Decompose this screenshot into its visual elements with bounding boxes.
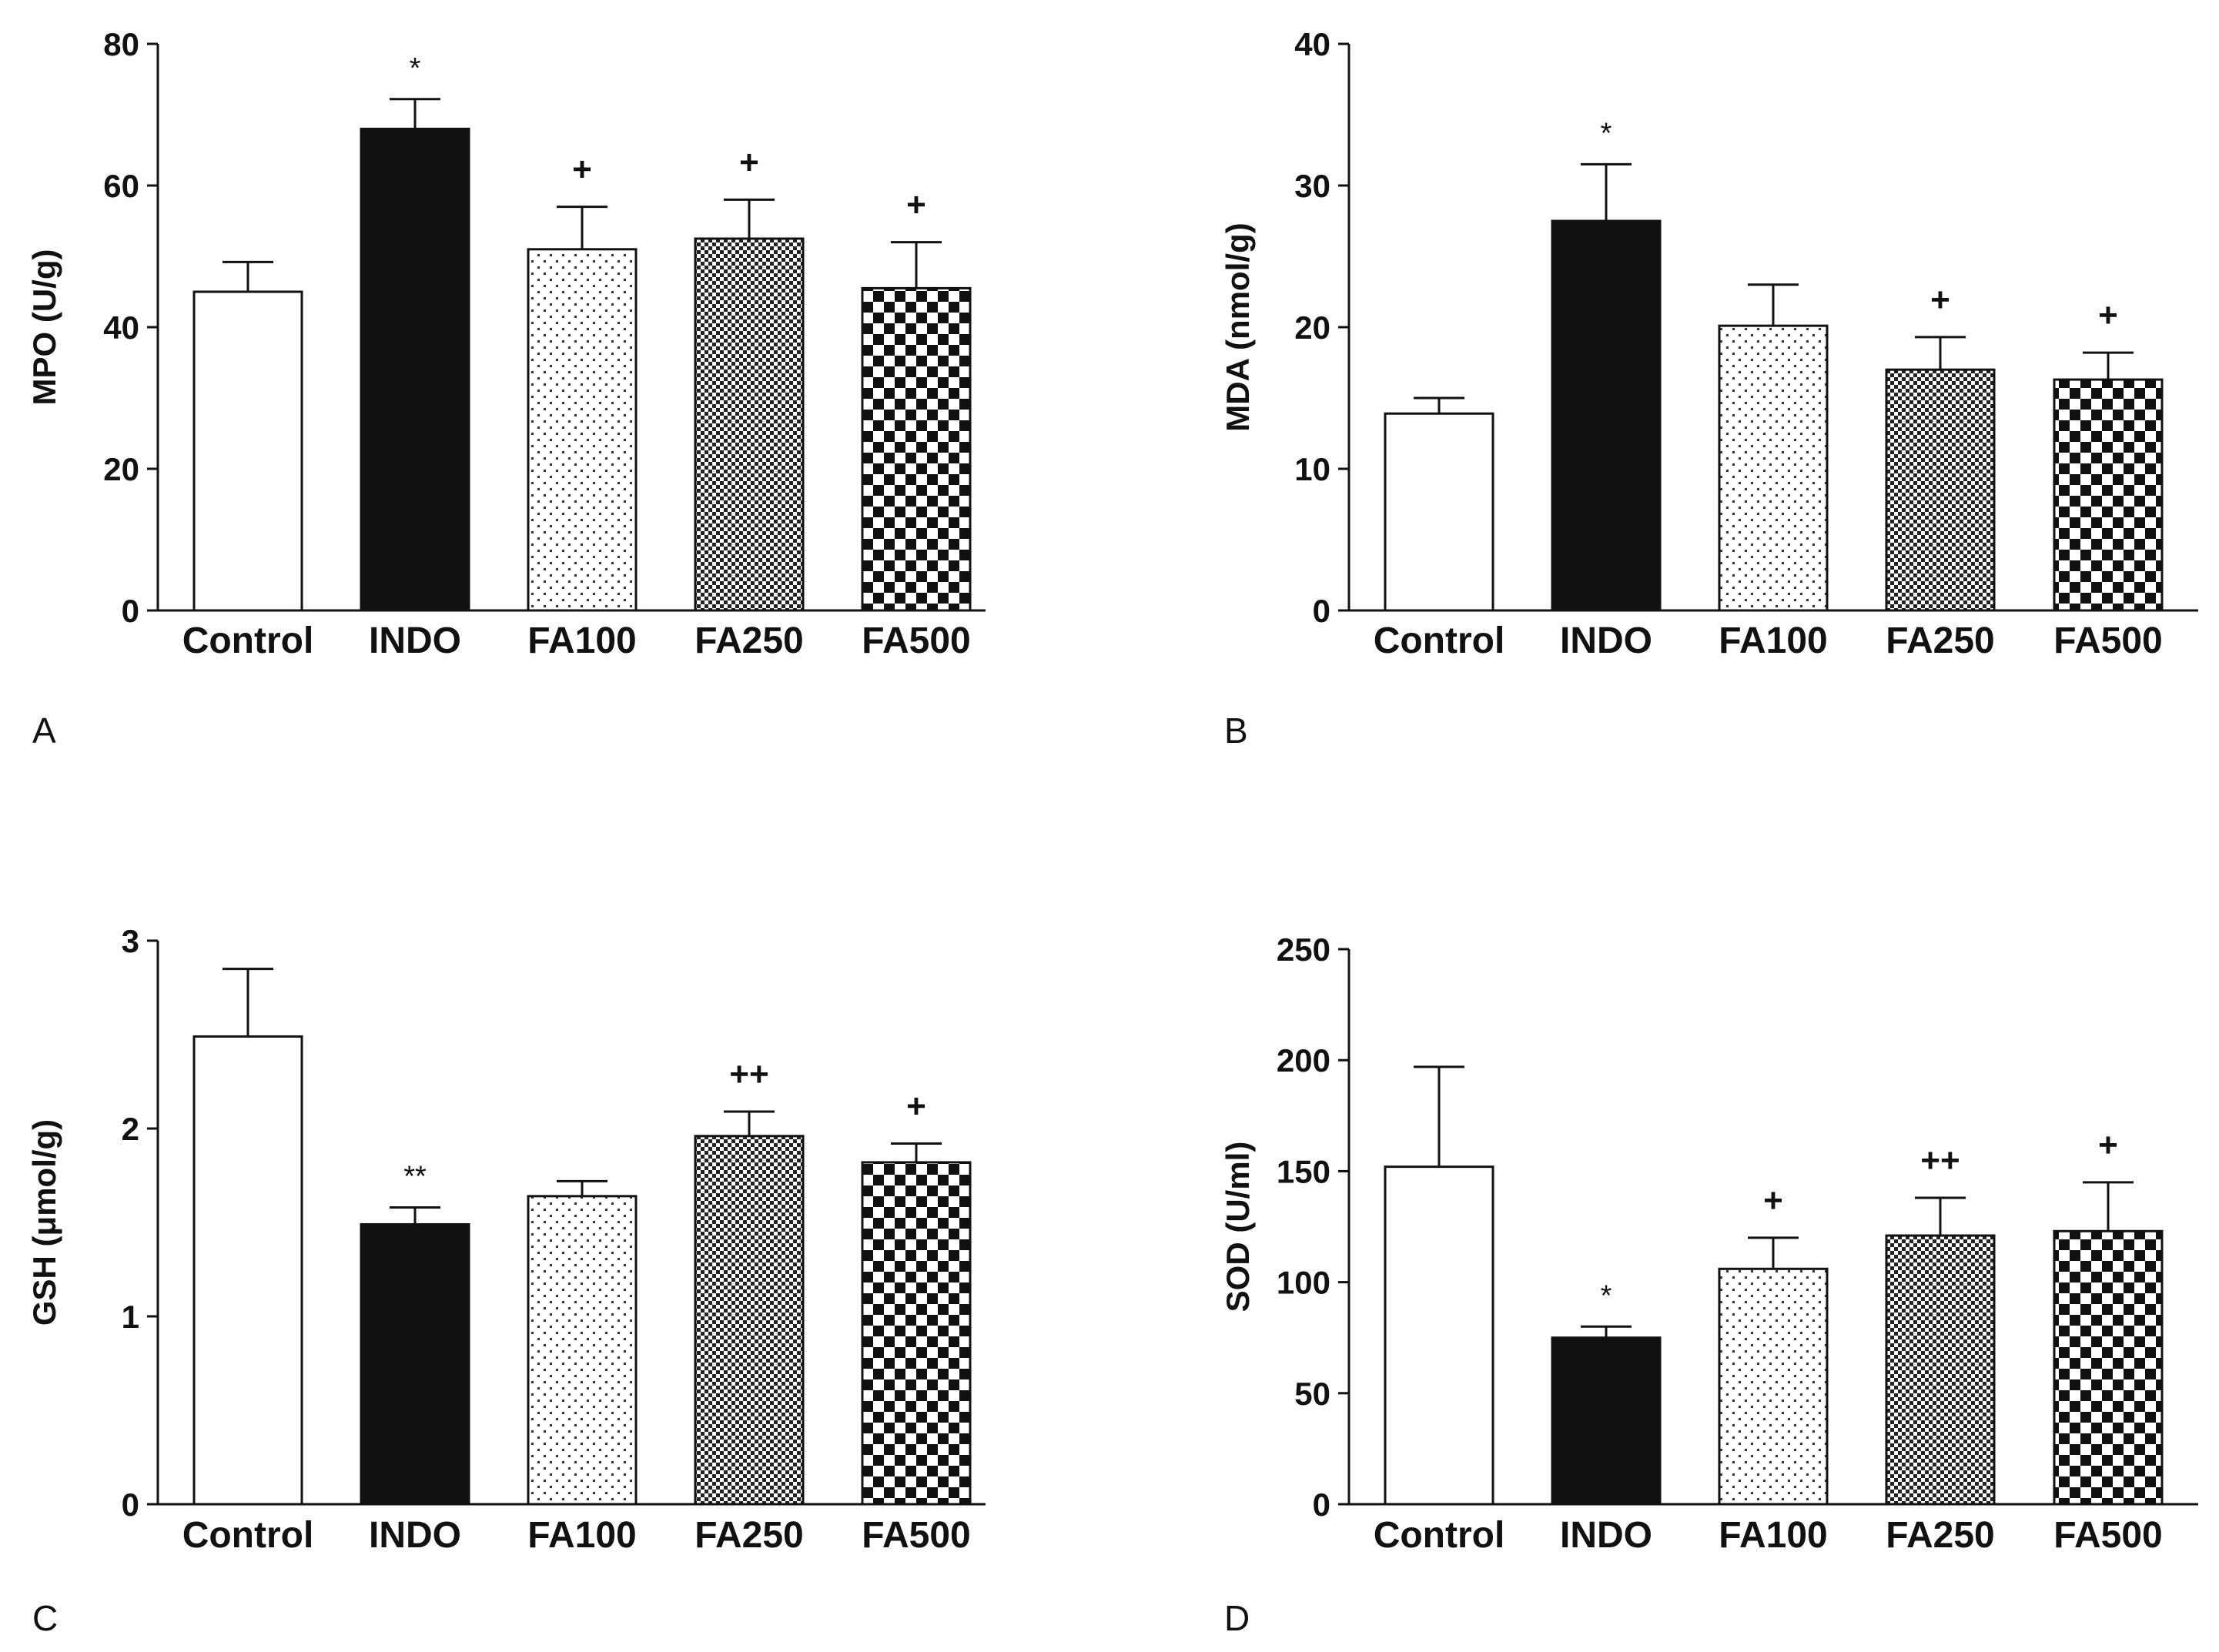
bar-fa250: [1885, 1234, 1996, 1506]
y-tick-label: 60: [103, 168, 139, 204]
significance-mark: +: [739, 143, 759, 181]
y-tick-label: 50: [1294, 1376, 1330, 1412]
y-tick-label: 20: [103, 451, 139, 487]
significance-mark: *: [410, 52, 421, 85]
y-tick-label: 150: [1277, 1153, 1330, 1189]
x-tick-label: FA500: [2053, 620, 2162, 661]
significance-mark: +: [1763, 1182, 1783, 1219]
x-tick-label: INDO: [1560, 1515, 1652, 1556]
x-tick-label: FA100: [1719, 620, 1827, 661]
bar-indo: [1551, 1336, 1662, 1506]
significance-mark: +: [1930, 281, 1950, 319]
chart-panel-b: Control * INDO FA100 + FA250 + FA500 0 10 20 30 40 MD…: [1220, 26, 2198, 751]
bar-control: [192, 1035, 303, 1506]
bar-control: [1384, 412, 1494, 612]
x-tick-label: FA250: [694, 620, 803, 661]
y-tick-label: 3: [122, 923, 139, 959]
bar-indo: [360, 127, 470, 612]
panel-letter: C: [32, 1598, 58, 1638]
bar-fa250: [1885, 368, 1996, 612]
x-tick-label: FA500: [862, 1515, 970, 1556]
y-tick-label: 0: [122, 593, 139, 629]
y-axis-label: MPO (U/g): [26, 249, 62, 406]
chart-panel-d: Control * INDO + FA100 ++ FA250 + FA500 0 50 100 150…: [1220, 931, 2198, 1638]
y-axis-label: GSH (μmol/g): [26, 1119, 62, 1326]
y-tick-label: 0: [1313, 593, 1330, 629]
significance-mark: +: [906, 186, 926, 224]
bar-indo: [1551, 219, 1662, 612]
bar-fa100: [1718, 1267, 1829, 1506]
x-tick-label: Control: [1374, 1515, 1505, 1556]
chart-panel-c: Control ** INDO FA100 ++ FA250 + FA500 0 1 2 3 GSH (…: [26, 923, 986, 1638]
y-tick-label: 100: [1277, 1265, 1330, 1301]
panel-letter: A: [32, 711, 56, 751]
significance-mark: +: [906, 1088, 926, 1125]
x-tick-label: FA100: [527, 620, 636, 661]
x-tick-label: FA100: [527, 1515, 636, 1556]
x-tick-label: FA250: [1886, 620, 1994, 661]
panel-letter: B: [1224, 711, 1248, 751]
y-tick-label: 30: [1294, 168, 1330, 204]
y-axis-label: SOD (U/ml): [1220, 1142, 1256, 1313]
x-tick-label: FA250: [694, 1515, 803, 1556]
significance-mark: +: [2098, 296, 2118, 334]
y-tick-label: 0: [1313, 1486, 1330, 1523]
y-tick-label: 40: [103, 309, 139, 346]
y-tick-label: 20: [1294, 309, 1330, 346]
x-tick-label: FA500: [862, 620, 970, 661]
x-tick-label: FA500: [2053, 1515, 2162, 1556]
significance-mark: +: [2098, 1126, 2118, 1164]
bar-control: [192, 290, 303, 612]
x-tick-label: INDO: [1560, 620, 1652, 661]
bar-fa500: [861, 1161, 972, 1506]
bar-fa100: [527, 248, 638, 612]
y-axis-label: MDA (nmol/g): [1220, 222, 1256, 431]
x-tick-label: INDO: [369, 620, 461, 661]
x-tick-label: Control: [182, 1515, 314, 1556]
x-tick-label: INDO: [369, 1515, 461, 1556]
y-tick-label: 200: [1277, 1042, 1330, 1078]
bar-fa500: [2053, 1229, 2164, 1506]
significance-mark: +: [572, 151, 592, 189]
x-tick-label: Control: [1374, 620, 1505, 661]
bar-indo: [360, 1222, 470, 1506]
panel-letter: D: [1224, 1598, 1250, 1638]
bar-fa250: [694, 237, 805, 612]
bar-control: [1384, 1165, 1494, 1506]
bar-fa500: [861, 286, 972, 612]
y-tick-label: 250: [1277, 931, 1330, 968]
chart-panel-a: Control * INDO + FA100 + FA250 + FA500 0 20 40 60 80 M…: [26, 26, 986, 751]
x-tick-label: Control: [182, 620, 314, 661]
bar-fa100: [527, 1195, 638, 1506]
significance-mark: *: [1601, 1279, 1612, 1312]
y-tick-label: 1: [122, 1299, 139, 1335]
y-tick-label: 0: [122, 1486, 139, 1523]
significance-mark: ++: [729, 1055, 768, 1093]
y-tick-label: 2: [122, 1111, 139, 1147]
x-tick-label: FA100: [1719, 1515, 1827, 1556]
significance-mark: **: [403, 1160, 427, 1192]
significance-mark: ++: [1920, 1142, 1960, 1179]
significance-mark: *: [1601, 117, 1612, 149]
y-tick-label: 10: [1294, 451, 1330, 487]
bar-fa500: [2053, 378, 2164, 612]
y-tick-label: 80: [103, 26, 139, 62]
y-tick-label: 40: [1294, 26, 1330, 62]
x-tick-label: FA250: [1886, 1515, 1994, 1556]
bar-fa100: [1718, 324, 1829, 612]
bar-fa250: [694, 1135, 805, 1506]
